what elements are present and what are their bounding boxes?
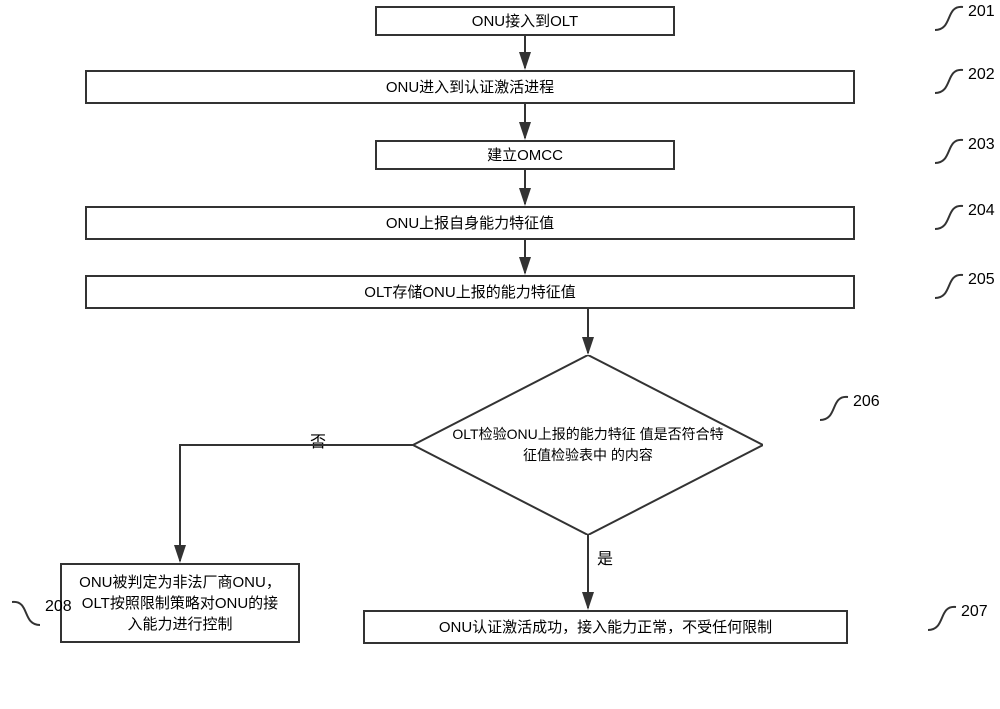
step-202: ONU进入到认证激活进程 [85, 70, 855, 104]
callout-207: 207 [928, 605, 958, 640]
label-yes: 是 [597, 545, 613, 569]
callout-205: 205 [935, 273, 965, 308]
step-203-text: 建立OMCC [487, 145, 563, 166]
step-204-text: ONU上报自身能力特征值 [386, 213, 554, 234]
decision-206-text: OLT检验ONU上报的能力特征 值是否符合特征值检验表中 的内容 [448, 424, 728, 466]
step-203: 建立OMCC [375, 140, 675, 170]
step-205: OLT存储ONU上报的能力特征值 [85, 275, 855, 309]
callout-202: 202 [935, 68, 965, 103]
callout-203: 203 [935, 138, 965, 173]
label-no: 否 [310, 428, 326, 452]
step-207: ONU认证激活成功，接入能力正常，不受任何限制 [363, 610, 848, 644]
callout-206: 206 [820, 395, 850, 430]
callout-208: 208 [12, 600, 42, 635]
step-207-text: ONU认证激活成功，接入能力正常，不受任何限制 [439, 617, 772, 638]
step-201-text: ONU接入到OLT [472, 11, 578, 32]
step-202-text: ONU进入到认证激活进程 [386, 77, 554, 98]
step-204: ONU上报自身能力特征值 [85, 206, 855, 240]
step-208: ONU被判定为非法厂商ONU， OLT按照限制策略对ONU的接 入能力进行控制 [60, 563, 300, 643]
callout-201: 201 [935, 5, 965, 40]
step-205-text: OLT存储ONU上报的能力特征值 [364, 282, 575, 303]
decision-206: OLT检验ONU上报的能力特征 值是否符合特征值检验表中 的内容 [413, 355, 763, 535]
step-208-text: ONU被判定为非法厂商ONU， OLT按照限制策略对ONU的接 入能力进行控制 [79, 572, 281, 635]
step-201: ONU接入到OLT [375, 6, 675, 36]
callout-204: 204 [935, 204, 965, 239]
